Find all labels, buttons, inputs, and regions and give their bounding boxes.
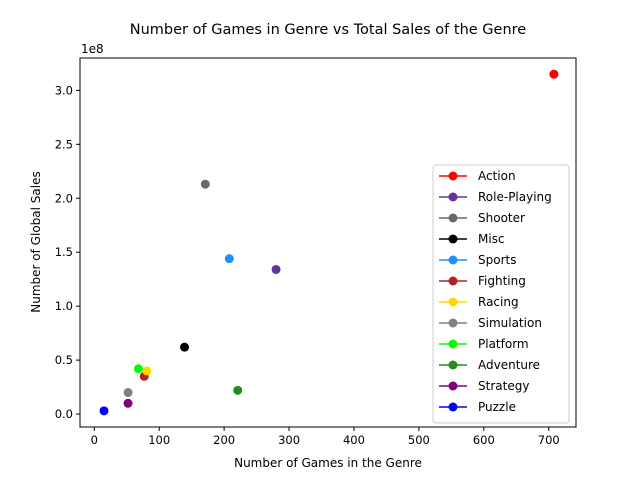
x-tick-label: 100 bbox=[148, 433, 170, 447]
y-axis-ticks: 0.0 0.5 1.0 1.5 2.0 2.5 3.0 bbox=[55, 83, 80, 421]
legend-marker-role-playing bbox=[448, 192, 458, 202]
legend-label-simulation: Simulation bbox=[478, 316, 542, 330]
data-point-role-playing bbox=[271, 264, 281, 274]
data-point-adventure bbox=[233, 385, 243, 395]
legend-label-racing: Racing bbox=[478, 295, 519, 309]
y-axis-label: Number of Global Sales bbox=[29, 171, 43, 312]
data-point-puzzle bbox=[99, 406, 109, 416]
legend-box bbox=[432, 164, 570, 424]
data-point-sports bbox=[224, 254, 234, 264]
legend-marker-racing bbox=[448, 297, 458, 307]
legend-label-strategy: Strategy bbox=[478, 379, 529, 393]
legend-label-role-playing: Role-Playing bbox=[478, 190, 552, 204]
legend-label-misc: Misc bbox=[478, 232, 505, 246]
x-tick-label: 0 bbox=[91, 433, 98, 447]
x-axis-label: Number of Games in the Genre bbox=[234, 456, 422, 470]
data-point-platform bbox=[133, 364, 143, 374]
data-point-strategy bbox=[123, 398, 133, 408]
legend-label-puzzle: Puzzle bbox=[478, 400, 516, 414]
x-tick-label: 700 bbox=[538, 433, 560, 447]
y-tick-label: 1.5 bbox=[55, 245, 73, 259]
legend-label-platform: Platform bbox=[478, 337, 529, 351]
legend-marker-simulation bbox=[448, 318, 458, 328]
legend-marker-strategy bbox=[448, 381, 458, 391]
legend-label-sports: Sports bbox=[478, 253, 516, 267]
x-tick-label: 600 bbox=[473, 433, 495, 447]
legend-marker-fighting bbox=[448, 276, 458, 286]
data-points bbox=[99, 69, 559, 416]
x-tick-label: 200 bbox=[213, 433, 235, 447]
y-tick-label: 0.5 bbox=[55, 353, 73, 367]
y-tick-label: 2.0 bbox=[55, 191, 73, 205]
legend: Action Role-Playing Shooter Misc Sports Fight… bbox=[432, 164, 570, 424]
x-tick-label: 300 bbox=[278, 433, 300, 447]
y-tick-label: 1.0 bbox=[55, 299, 73, 313]
legend-label-shooter: Shooter bbox=[478, 211, 525, 225]
y-tick-label: 3.0 bbox=[55, 83, 73, 97]
chart-title: Number of Games in Genre vs Total Sales … bbox=[130, 22, 527, 38]
data-point-misc bbox=[180, 342, 190, 352]
legend-marker-shooter bbox=[448, 213, 458, 223]
x-tick-label: 400 bbox=[343, 433, 365, 447]
plot-area-frame bbox=[79, 57, 577, 428]
legend-marker-platform bbox=[448, 339, 458, 349]
data-point-action bbox=[549, 69, 559, 79]
data-point-simulation bbox=[123, 387, 133, 397]
legend-marker-action bbox=[448, 171, 458, 181]
legend-marker-adventure bbox=[448, 360, 458, 370]
data-point-shooter bbox=[200, 179, 210, 189]
y-offset-label: 1e8 bbox=[81, 42, 104, 56]
y-tick-label: 0.0 bbox=[55, 407, 73, 421]
legend-label-fighting: Fighting bbox=[478, 274, 526, 288]
data-point-racing bbox=[142, 366, 152, 376]
y-tick-label: 2.5 bbox=[55, 137, 73, 151]
x-axis-ticks: 0 100 200 300 400 500 600 700 bbox=[91, 427, 560, 447]
legend-label-adventure: Adventure bbox=[478, 358, 540, 372]
legend-marker-sports bbox=[448, 255, 458, 265]
legend-marker-puzzle bbox=[448, 402, 458, 412]
x-tick-label: 500 bbox=[408, 433, 430, 447]
legend-marker-misc bbox=[448, 234, 458, 244]
legend-label-action: Action bbox=[478, 169, 516, 183]
